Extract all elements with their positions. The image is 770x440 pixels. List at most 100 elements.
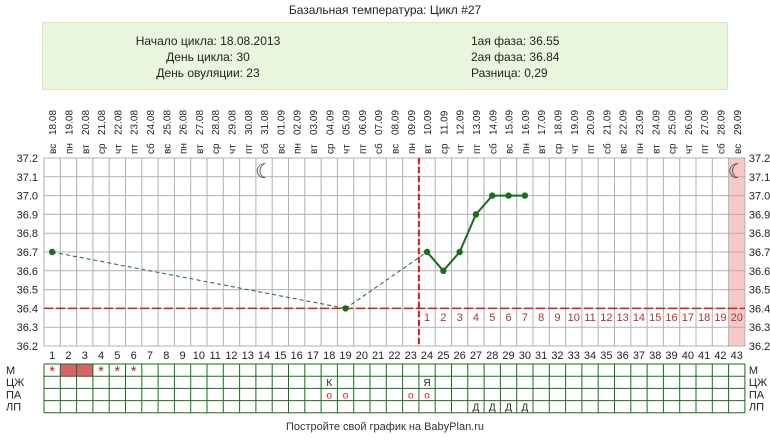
date-label: 19.08: [64, 110, 75, 135]
row-label-left: ЛП: [6, 402, 21, 414]
weekday-label: вт: [651, 144, 662, 154]
date-label: 21.09: [602, 110, 613, 135]
weekday-label: пн: [521, 143, 532, 154]
date-label: 28.09: [716, 110, 727, 135]
weekday-label: вт: [537, 144, 548, 154]
phase1-average: 1ая фаза: 36.55: [471, 34, 560, 48]
date-label: 14.09: [488, 110, 499, 135]
y-tick-left: 36.6: [17, 266, 38, 278]
temperature-line: [442, 251, 461, 272]
day-label: 37: [633, 350, 645, 362]
weekday-label: сб: [373, 143, 385, 154]
day-label: 29: [502, 350, 514, 362]
row-label-left: М: [6, 365, 15, 377]
chart-title: Базальная температура: Цикл #27: [288, 3, 482, 17]
date-label: 17.09: [537, 110, 548, 135]
luteal-day-label: 8: [538, 312, 544, 324]
y-tick-left: 36.8: [17, 228, 38, 240]
phase-difference: Разница: 0,29: [471, 66, 548, 80]
row-mark: o: [343, 390, 349, 401]
date-label: 24.09: [651, 110, 662, 135]
luteal-day-label: 6: [505, 312, 511, 324]
date-label: 04.09: [325, 110, 336, 135]
y-tick-left: 36.2: [17, 341, 38, 353]
row-mark: Д: [521, 403, 528, 414]
row-mark: *: [131, 363, 137, 380]
y-tick-left: 36.5: [17, 285, 38, 297]
date-label: 06.09: [358, 110, 369, 135]
date-label: 26.09: [684, 110, 695, 135]
temperature-line: [426, 251, 445, 272]
weekday-label: ср: [97, 143, 108, 154]
date-label: 05.09: [342, 110, 353, 135]
y-tick-right: 36.4: [749, 303, 770, 315]
day-label: 23: [405, 350, 417, 362]
y-tick-right: 36.7: [749, 247, 770, 259]
ovulation-day: День овуляции: 23: [156, 66, 260, 80]
weekday-label: пн: [179, 143, 190, 154]
day-label: 26: [454, 350, 466, 362]
temperature-line: [475, 194, 494, 216]
day-label: 35: [600, 350, 612, 362]
day-label: 16: [291, 350, 303, 362]
date-label: 22.09: [619, 110, 630, 135]
cycle-day: День цикла: 30: [166, 50, 250, 64]
luteal-day-label: 19: [714, 312, 726, 324]
weekday-label: пт: [130, 144, 141, 154]
weekday-label: вс: [619, 144, 630, 154]
weekday-label: ср: [668, 143, 679, 154]
y-tick-left: 37.1: [17, 172, 38, 184]
row-label-right: ЦЖ: [749, 377, 767, 389]
date-label: 25.09: [668, 110, 679, 135]
day-label: 12: [225, 350, 237, 362]
y-tick-left: 36.7: [17, 247, 38, 259]
weekday-label: пн: [293, 143, 304, 154]
date-label: 16.09: [521, 110, 532, 135]
row-mark: Д: [473, 403, 480, 414]
day-label: 17: [307, 350, 319, 362]
date-label: 12.09: [456, 110, 467, 135]
date-label: 03.09: [309, 110, 320, 135]
luteal-day-label: 1: [424, 312, 430, 324]
weekday-label: пт: [586, 144, 597, 154]
day-label: 25: [437, 350, 449, 362]
day-label: 2: [65, 350, 71, 362]
weekday-label: вт: [81, 144, 92, 154]
day-label: 21: [372, 350, 384, 362]
date-label: 28.08: [211, 110, 222, 135]
weekday-label: вс: [390, 144, 401, 154]
day-label: 28: [486, 350, 498, 362]
y-tick-right: 37.1: [749, 172, 770, 184]
footer-link[interactable]: Постройте свой график на BabyPlan.ru: [285, 421, 485, 433]
temperature-point: [48, 248, 56, 256]
day-label: 34: [584, 350, 596, 362]
day-label: 3: [82, 350, 88, 362]
day-label: 39: [665, 350, 677, 362]
y-tick-left: 37.2: [17, 153, 38, 165]
luteal-day-label: 2: [440, 312, 446, 324]
row-mark: o: [424, 390, 430, 401]
weekday-label: чт: [227, 144, 238, 154]
day-label: 27: [470, 350, 482, 362]
date-label: 30.08: [244, 110, 255, 135]
temperature-line: [458, 214, 477, 253]
weekday-label: пт: [700, 144, 711, 154]
temperature-point: [472, 211, 480, 218]
day-label: 4: [98, 350, 104, 362]
day-label: 33: [568, 350, 580, 362]
date-label: 27.09: [700, 110, 711, 135]
date-label: 27.08: [195, 110, 206, 135]
date-label: 01.09: [276, 110, 287, 135]
phase2-average: 2ая фаза: 36.84: [471, 50, 560, 64]
luteal-day-label: 13: [617, 312, 629, 324]
day-label: 1: [49, 350, 55, 362]
y-tick-right: 37.2: [749, 153, 770, 165]
y-tick-left: 36.3: [17, 322, 38, 334]
day-label: 40: [682, 350, 694, 362]
day-label: 8: [163, 350, 169, 362]
date-label: 26.08: [179, 110, 190, 135]
weekday-label: чт: [570, 144, 581, 154]
date-label: 07.09: [374, 110, 385, 135]
temperature-point: [505, 192, 512, 199]
date-label: 31.08: [260, 110, 271, 135]
